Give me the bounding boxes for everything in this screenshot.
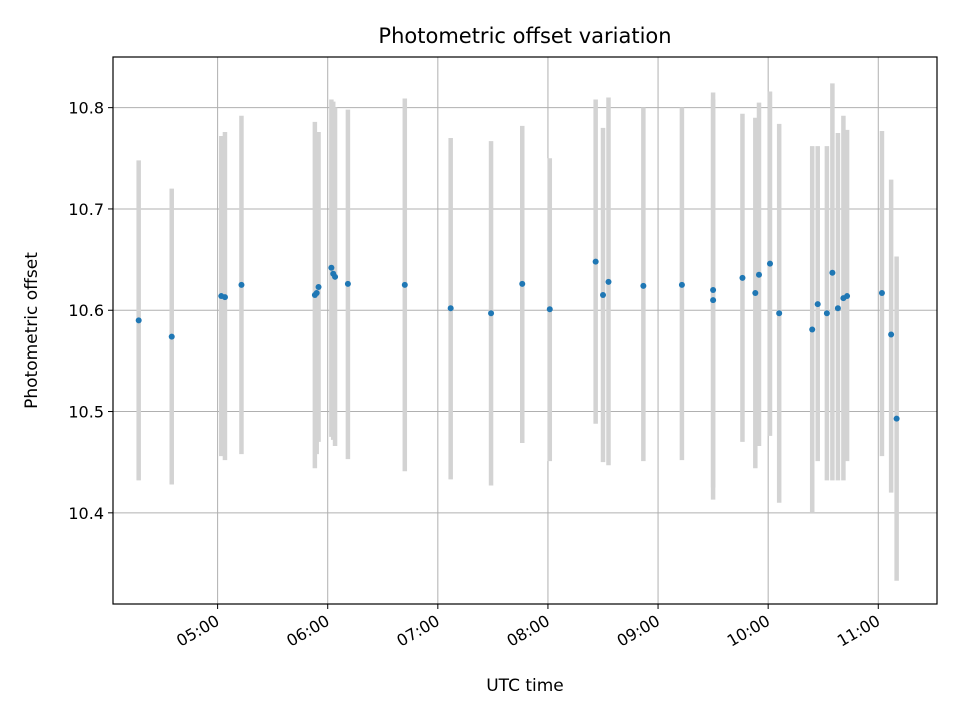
- data-point: [168, 333, 175, 340]
- x-tick-label: 07:00: [393, 611, 442, 651]
- data-point: [640, 282, 647, 289]
- data-point: [344, 280, 351, 287]
- data-point: [766, 260, 773, 267]
- data-point: [401, 281, 408, 288]
- data-point: [313, 290, 320, 297]
- data-point: [315, 283, 322, 290]
- data-point: [829, 269, 836, 276]
- data-point: [814, 301, 821, 308]
- data-point: [546, 306, 553, 313]
- data-point: [488, 310, 495, 317]
- data-point: [678, 281, 685, 288]
- data-point: [844, 293, 851, 300]
- x-tick-label: 08:00: [504, 611, 553, 651]
- data-point: [135, 317, 142, 324]
- y-tick-label: 10.4: [68, 504, 104, 523]
- data-point: [752, 290, 759, 297]
- data-point: [893, 415, 900, 422]
- y-tick-label: 10.5: [68, 403, 104, 422]
- y-tick-label: 10.6: [68, 301, 104, 320]
- data-point: [710, 297, 717, 304]
- y-axis-ticks: 10.4 10.5 10.6 10.7 10.8: [68, 99, 113, 523]
- data-point: [878, 290, 885, 297]
- data-point: [605, 278, 612, 285]
- data-point: [710, 286, 717, 293]
- x-axis-ticks: 05:00 06:00 07:00 08:00 09:00 10:00 11:00: [173, 604, 883, 651]
- data-point: [599, 292, 606, 299]
- data-point: [834, 305, 841, 312]
- x-tick-label: 09:00: [614, 611, 663, 651]
- data-point: [519, 280, 526, 287]
- data-point: [332, 273, 339, 280]
- chart-title: Photometric offset variation: [378, 24, 671, 48]
- data-point: [888, 331, 895, 338]
- y-tick-label: 10.8: [68, 99, 104, 118]
- y-axis-label: Photometric offset: [22, 252, 42, 409]
- data-point: [809, 326, 816, 333]
- data-point: [328, 264, 335, 271]
- data-point: [755, 271, 762, 278]
- plot-frame: [112, 56, 938, 605]
- x-tick-label: 11:00: [834, 611, 883, 651]
- x-tick-label: 06:00: [283, 611, 332, 651]
- data-point: [823, 310, 830, 317]
- data-point: [776, 310, 783, 317]
- data-points: [135, 258, 900, 422]
- data-point: [739, 274, 746, 281]
- data-point: [592, 258, 599, 265]
- x-tick-label: 05:00: [173, 611, 222, 651]
- data-point: [221, 294, 228, 301]
- y-tick-label: 10.7: [68, 200, 104, 219]
- x-axis-label: UTC time: [486, 676, 564, 696]
- error-bars: [136, 83, 899, 581]
- x-tick-label: 10:00: [724, 611, 773, 651]
- data-point: [447, 305, 454, 312]
- data-point: [238, 281, 245, 288]
